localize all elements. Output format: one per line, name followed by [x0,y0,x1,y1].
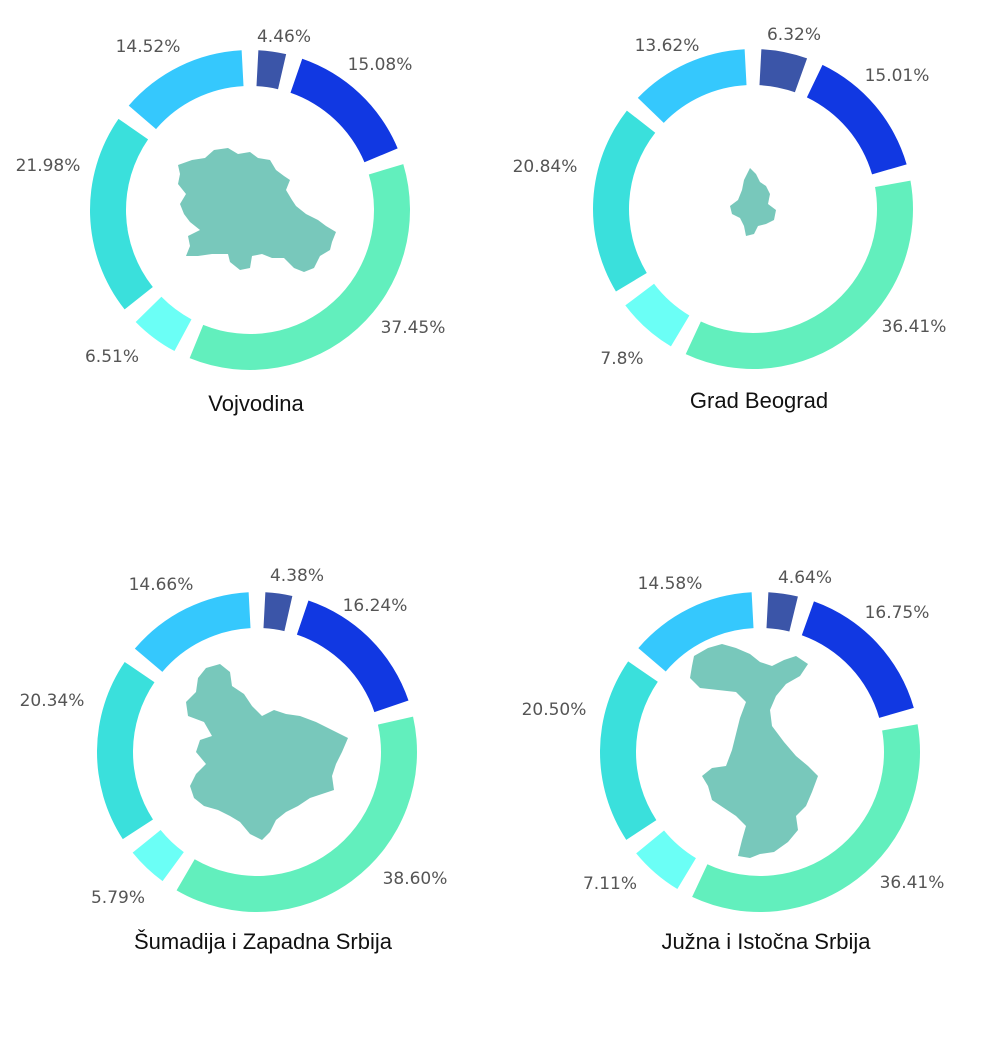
data-label: 14.58% [638,574,703,594]
chart-juzna-istocna-srbija: Južna i Istočna Srbija 4.64% 16.75% 36.41%… [522,568,945,954]
data-label: 20.84% [513,157,578,177]
data-label: 5.79% [91,888,145,908]
donut-segment [766,592,798,632]
donut-segment [759,49,808,93]
donut-segment [806,64,907,175]
donut-segment [132,830,184,882]
data-label: 15.08% [348,55,413,75]
donut-segment [135,296,192,352]
data-label: 13.62% [635,36,700,56]
chart-grad-beograd: Grad Beograd 6.32% 15.01% 36.41% 7.8% 20.84%… [513,25,947,413]
data-label: 36.41% [880,873,945,893]
donut-segment [638,592,754,672]
data-label: 15.01% [865,66,930,86]
data-label: 4.46% [257,27,311,47]
donut-segment [625,283,690,347]
donut-segment [801,601,914,718]
donut-segment [176,716,417,912]
chart-title: Šumadija i Zapadna Srbija [134,929,393,954]
chart-title: Vojvodina [208,391,304,416]
data-label: 7.11% [583,874,637,894]
data-label: 20.34% [20,691,85,711]
data-label: 14.66% [129,575,194,595]
donut-segment [692,724,920,912]
data-label: 4.64% [778,568,832,588]
donut-segment [128,50,244,130]
data-label: 14.52% [116,37,181,57]
data-label: 6.51% [85,347,139,367]
data-label: 4.38% [270,566,324,586]
donut-segment [290,58,398,163]
vojvodina-map-icon [178,148,336,272]
donut-segment [593,110,656,292]
chart-vojvodina: Vojvodina 4.46% 15.08% 37.45% 6.51% 21.98% 14… [16,27,446,416]
donut-segment [256,50,287,90]
donut-segment [134,592,251,672]
donut-segment [636,830,696,890]
data-label: 36.41% [882,317,947,337]
donut-segment [189,164,410,370]
data-label: 37.45% [381,318,446,338]
donut-segment [685,180,913,369]
chart-sumadija-zapadna-srbija: Šumadija i Zapadna Srbija 4.38% 16.24% 38.… [20,566,448,954]
sumadija-map-icon [186,664,348,840]
donut-segment [637,49,747,123]
donut-segment [296,600,409,713]
donut-segment [263,592,293,632]
juzna-srbija-map-icon [690,644,818,858]
chart-title: Južna i Istočna Srbija [661,929,871,954]
data-label: 21.98% [16,156,81,176]
data-label: 16.24% [343,596,408,616]
chart-title: Grad Beograd [690,388,828,413]
donut-segment [96,661,155,840]
data-label: 16.75% [865,603,930,623]
donut-segment [89,118,153,310]
donut-segment [600,661,658,840]
data-label: 38.60% [383,869,448,889]
data-label: 7.8% [600,349,643,369]
data-label: 20.50% [522,700,587,720]
data-label: 6.32% [767,25,821,45]
beograd-map-icon [730,168,776,236]
